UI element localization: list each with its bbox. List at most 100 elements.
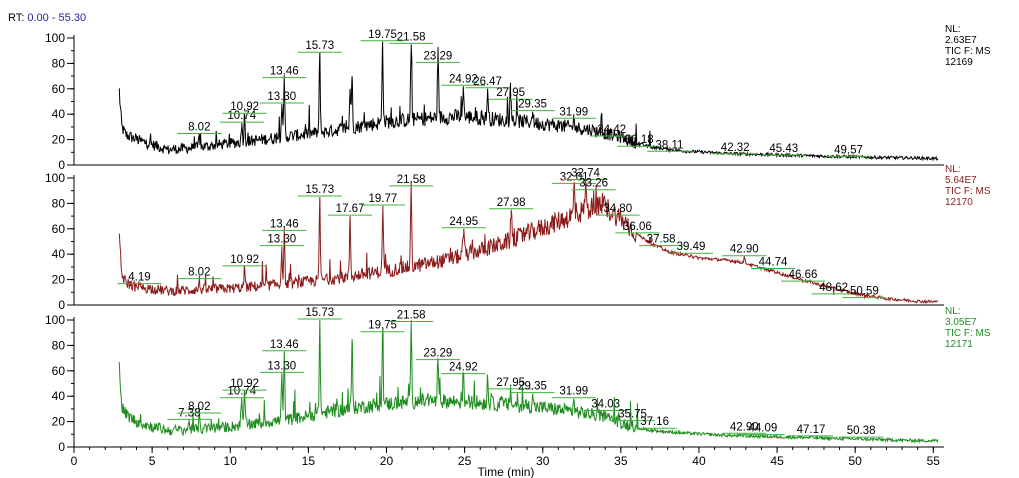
panel-12170: 0 20 40 60 80 100 4.19 8.02 10.92 13.30 13.46 15.73… xyxy=(45,164,991,312)
trace-12170 xyxy=(118,180,939,304)
peak-label-24.92: 24.92 xyxy=(449,362,478,374)
y-tick-label: 100 xyxy=(45,313,65,327)
peak-label-38.11: 38.11 xyxy=(655,139,683,151)
panel-info-line: 5.64E7 xyxy=(945,175,977,186)
peak-label-29.35: 29.35 xyxy=(518,381,547,393)
x-tick-label: 30 xyxy=(536,454,550,468)
peak-label-4.19: 4.19 xyxy=(128,272,150,284)
peak-label-36.18: 36.18 xyxy=(625,134,654,146)
panel-info-line: TIC F: MS xyxy=(945,328,991,339)
peak-label-37.58: 37.58 xyxy=(647,234,676,246)
panel-info-line: TIC F: MS xyxy=(945,186,991,197)
peak-label-23.29: 23.29 xyxy=(423,50,452,62)
peak-label-42.32: 42.32 xyxy=(721,142,750,154)
y-tick-label: 20 xyxy=(52,273,66,287)
peak-label-31.99: 31.99 xyxy=(559,386,588,398)
x-tick-label: 50 xyxy=(849,454,863,468)
x-tick-label: 5 xyxy=(149,454,156,468)
peak-label-35.75: 35.75 xyxy=(618,409,647,421)
y-tick-label: 80 xyxy=(52,196,66,210)
peak-label-34.03: 34.03 xyxy=(591,398,620,410)
peak-label-31.99: 31.99 xyxy=(559,106,588,118)
peak-label-15.73: 15.73 xyxy=(305,184,334,196)
peak-label-49.57: 49.57 xyxy=(834,144,863,156)
peak-label-32.01: 32.01 xyxy=(560,171,589,183)
y-tick-label: 80 xyxy=(52,56,66,70)
rt-range-label: RT: 0.00 - 55.30 xyxy=(8,12,86,24)
y-tick-label: 60 xyxy=(52,222,66,236)
panel-info-line: NL: xyxy=(945,24,961,35)
peak-label-34.42: 34.42 xyxy=(597,124,626,136)
x-tick-label: 20 xyxy=(380,454,394,468)
peak-label-21.58: 21.58 xyxy=(397,310,426,322)
peak-label-47.17: 47.17 xyxy=(797,424,826,436)
peak-label-46.66: 46.66 xyxy=(789,269,818,281)
peak-label-44.09: 44.09 xyxy=(748,423,777,435)
peak-label-10.92: 10.92 xyxy=(230,378,259,390)
peak-label-10.74: 10.74 xyxy=(227,386,256,398)
peak-label-26.47: 26.47 xyxy=(473,76,502,88)
y-tick-label: 20 xyxy=(52,415,66,429)
y-tick-label: 40 xyxy=(52,107,66,121)
peak-label-10.92: 10.92 xyxy=(230,254,259,266)
peak-label-8.02: 8.02 xyxy=(188,122,210,134)
panel-info-line: TIC F: MS xyxy=(945,46,991,57)
peak-label-21.58: 21.58 xyxy=(397,174,426,186)
panel-12171: 0204060801007.388.0210.7410.9213.3013.46… xyxy=(45,306,991,454)
peak-label-33.26: 33.26 xyxy=(579,178,608,190)
trace-12169 xyxy=(118,41,939,162)
y-tick-label: 80 xyxy=(52,338,66,352)
peak-label-37.16: 37.16 xyxy=(640,416,669,428)
peak-label-50.59: 50.59 xyxy=(850,286,879,298)
peak-label-8.02: 8.02 xyxy=(188,267,210,279)
peak-label-42.90: 42.90 xyxy=(730,244,759,256)
x-tick-label: 55 xyxy=(927,454,941,468)
peak-label-19.77: 19.77 xyxy=(368,193,397,205)
peak-label-27.98: 27.98 xyxy=(497,197,526,209)
peak-label-42.90: 42.90 xyxy=(730,421,759,433)
peak-label-10.92: 10.92 xyxy=(230,101,259,113)
panel-info-line: 12171 xyxy=(945,339,973,350)
y-tick-label: 40 xyxy=(52,389,66,403)
y-tick-label: 0 xyxy=(58,298,65,312)
panel-info-line: 3.05E7 xyxy=(945,317,977,328)
peak-label-39.49: 39.49 xyxy=(677,241,706,253)
peak-label-36.06: 36.06 xyxy=(623,221,652,233)
rt-prefix: RT: xyxy=(8,12,25,24)
peak-label-45.43: 45.43 xyxy=(769,143,798,155)
x-tick-label: 45 xyxy=(770,454,784,468)
y-tick-label: 0 xyxy=(58,158,65,172)
x-tick-label: 10 xyxy=(224,454,238,468)
peak-label-27.95: 27.95 xyxy=(496,87,525,99)
peak-label-48.62: 48.62 xyxy=(819,282,848,294)
peak-label-13.30: 13.30 xyxy=(267,234,296,246)
peak-label-34.80: 34.80 xyxy=(603,203,632,215)
peak-label-50.38: 50.38 xyxy=(847,425,876,437)
peak-label-19.75: 19.75 xyxy=(368,320,397,332)
panel-info-line: 12169 xyxy=(945,57,973,68)
trace-12171 xyxy=(118,319,939,444)
y-tick-label: 60 xyxy=(52,82,66,96)
y-tick-label: 0 xyxy=(58,440,65,454)
panel-12169: 0204060801008.0210.7410.9213.3013.4615.7… xyxy=(45,24,991,172)
x-tick-label: 15 xyxy=(302,454,316,468)
y-tick-label: 40 xyxy=(52,247,66,261)
rt-range-value: 0.00 - 55.30 xyxy=(27,12,87,24)
panel-info-line: 2.63E7 xyxy=(945,35,977,46)
x-tick-label: 40 xyxy=(692,454,706,468)
peak-label-44.74: 44.74 xyxy=(759,256,788,268)
panel-info-line: NL: xyxy=(945,306,961,317)
peak-label-15.73: 15.73 xyxy=(305,40,334,52)
peak-label-32.74: 32.74 xyxy=(571,168,600,180)
peak-label-17.67: 17.67 xyxy=(336,203,365,215)
peak-label-27.95: 27.95 xyxy=(496,377,525,389)
peak-label-23.29: 23.29 xyxy=(423,348,452,360)
y-tick-label: 20 xyxy=(52,133,66,147)
x-tick-label: 25 xyxy=(458,454,472,468)
panel-info-line: 12170 xyxy=(945,197,973,208)
peak-label-21.58: 21.58 xyxy=(397,31,426,43)
x-axis-title: Time (min) xyxy=(478,465,535,478)
panel-info-line: NL: xyxy=(945,164,961,175)
peak-label-13.30: 13.30 xyxy=(267,91,296,103)
peak-label-13.30: 13.30 xyxy=(267,360,296,372)
